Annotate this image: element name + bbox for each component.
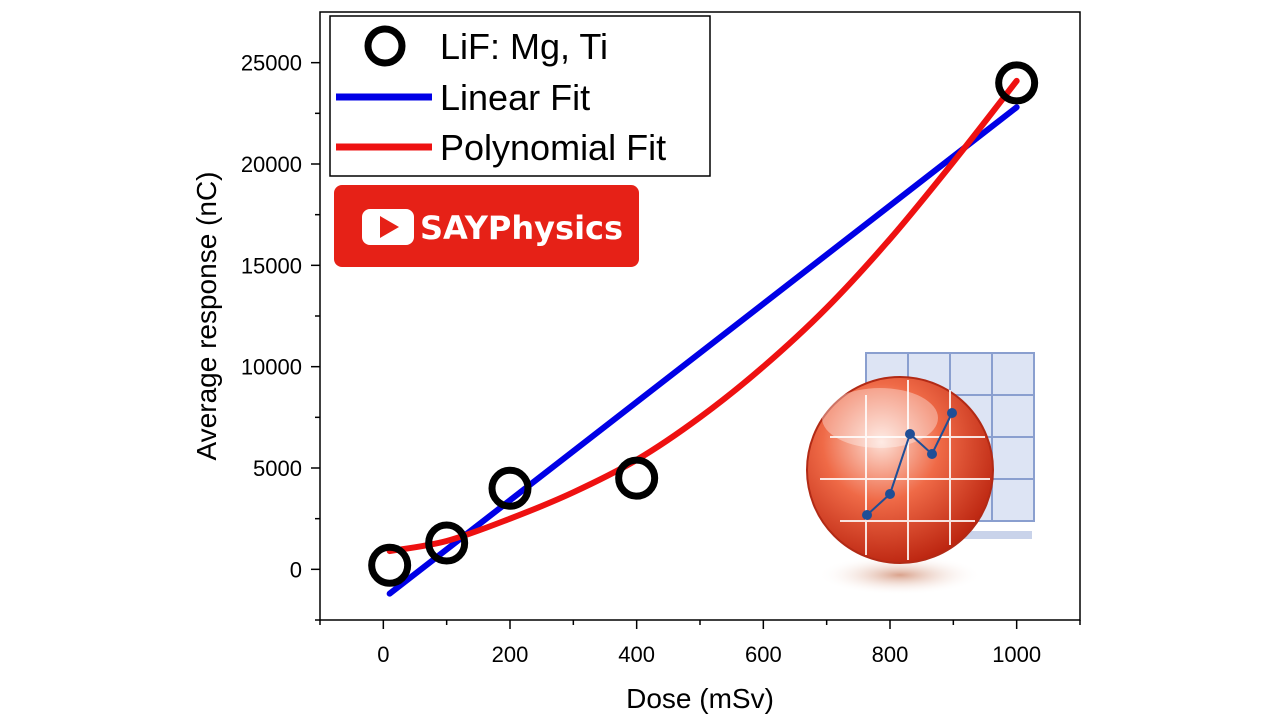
legend-label-polynomial: Polynomial Fit (440, 127, 666, 168)
x-tick-label: 600 (745, 642, 782, 667)
y-tick-label: 25000 (241, 51, 302, 76)
x-tick-label: 400 (618, 642, 655, 667)
legend-label-scatter: LiF: Mg, Ti (440, 26, 608, 67)
data-point (368, 543, 412, 587)
brand-label: SAYPhysics (420, 209, 623, 247)
data-point (995, 61, 1039, 105)
y-tick-label: 5000 (253, 456, 302, 481)
play-icon (362, 209, 414, 245)
data-point (615, 456, 659, 500)
y-tick-label: 15000 (241, 253, 302, 278)
y-tick-label: 10000 (241, 355, 302, 380)
y-tick-label: 0 (290, 557, 302, 582)
legend-marker-scatter (364, 25, 406, 67)
x-tick-label: 0 (377, 642, 389, 667)
legend: LiF: Mg, Ti Linear Fit Polynomial Fit (329, 15, 711, 177)
fit-lines (386, 77, 1020, 597)
x-axis-title: Dose (mSv) (626, 683, 774, 714)
data-point (425, 521, 469, 565)
legend-label-linear: Linear Fit (440, 77, 590, 118)
axes: 0 200 400 600 800 100005000100001500020000250… (241, 51, 1081, 667)
fit-line-polynomial-fit (386, 77, 1020, 555)
x-tick-label: 1000 (992, 642, 1041, 667)
y-axis-title: Average response (nC) (191, 172, 222, 461)
sayphysics-badge[interactable]: SAYPhysics (334, 185, 639, 267)
origin-graph-icon (806, 352, 1035, 595)
x-tick-label: 800 (872, 642, 909, 667)
data-points (368, 61, 1039, 587)
x-tick-label: 200 (492, 642, 529, 667)
data-point (488, 466, 532, 510)
fit-line-linear-fit (386, 104, 1020, 597)
y-tick-label: 20000 (241, 152, 302, 177)
